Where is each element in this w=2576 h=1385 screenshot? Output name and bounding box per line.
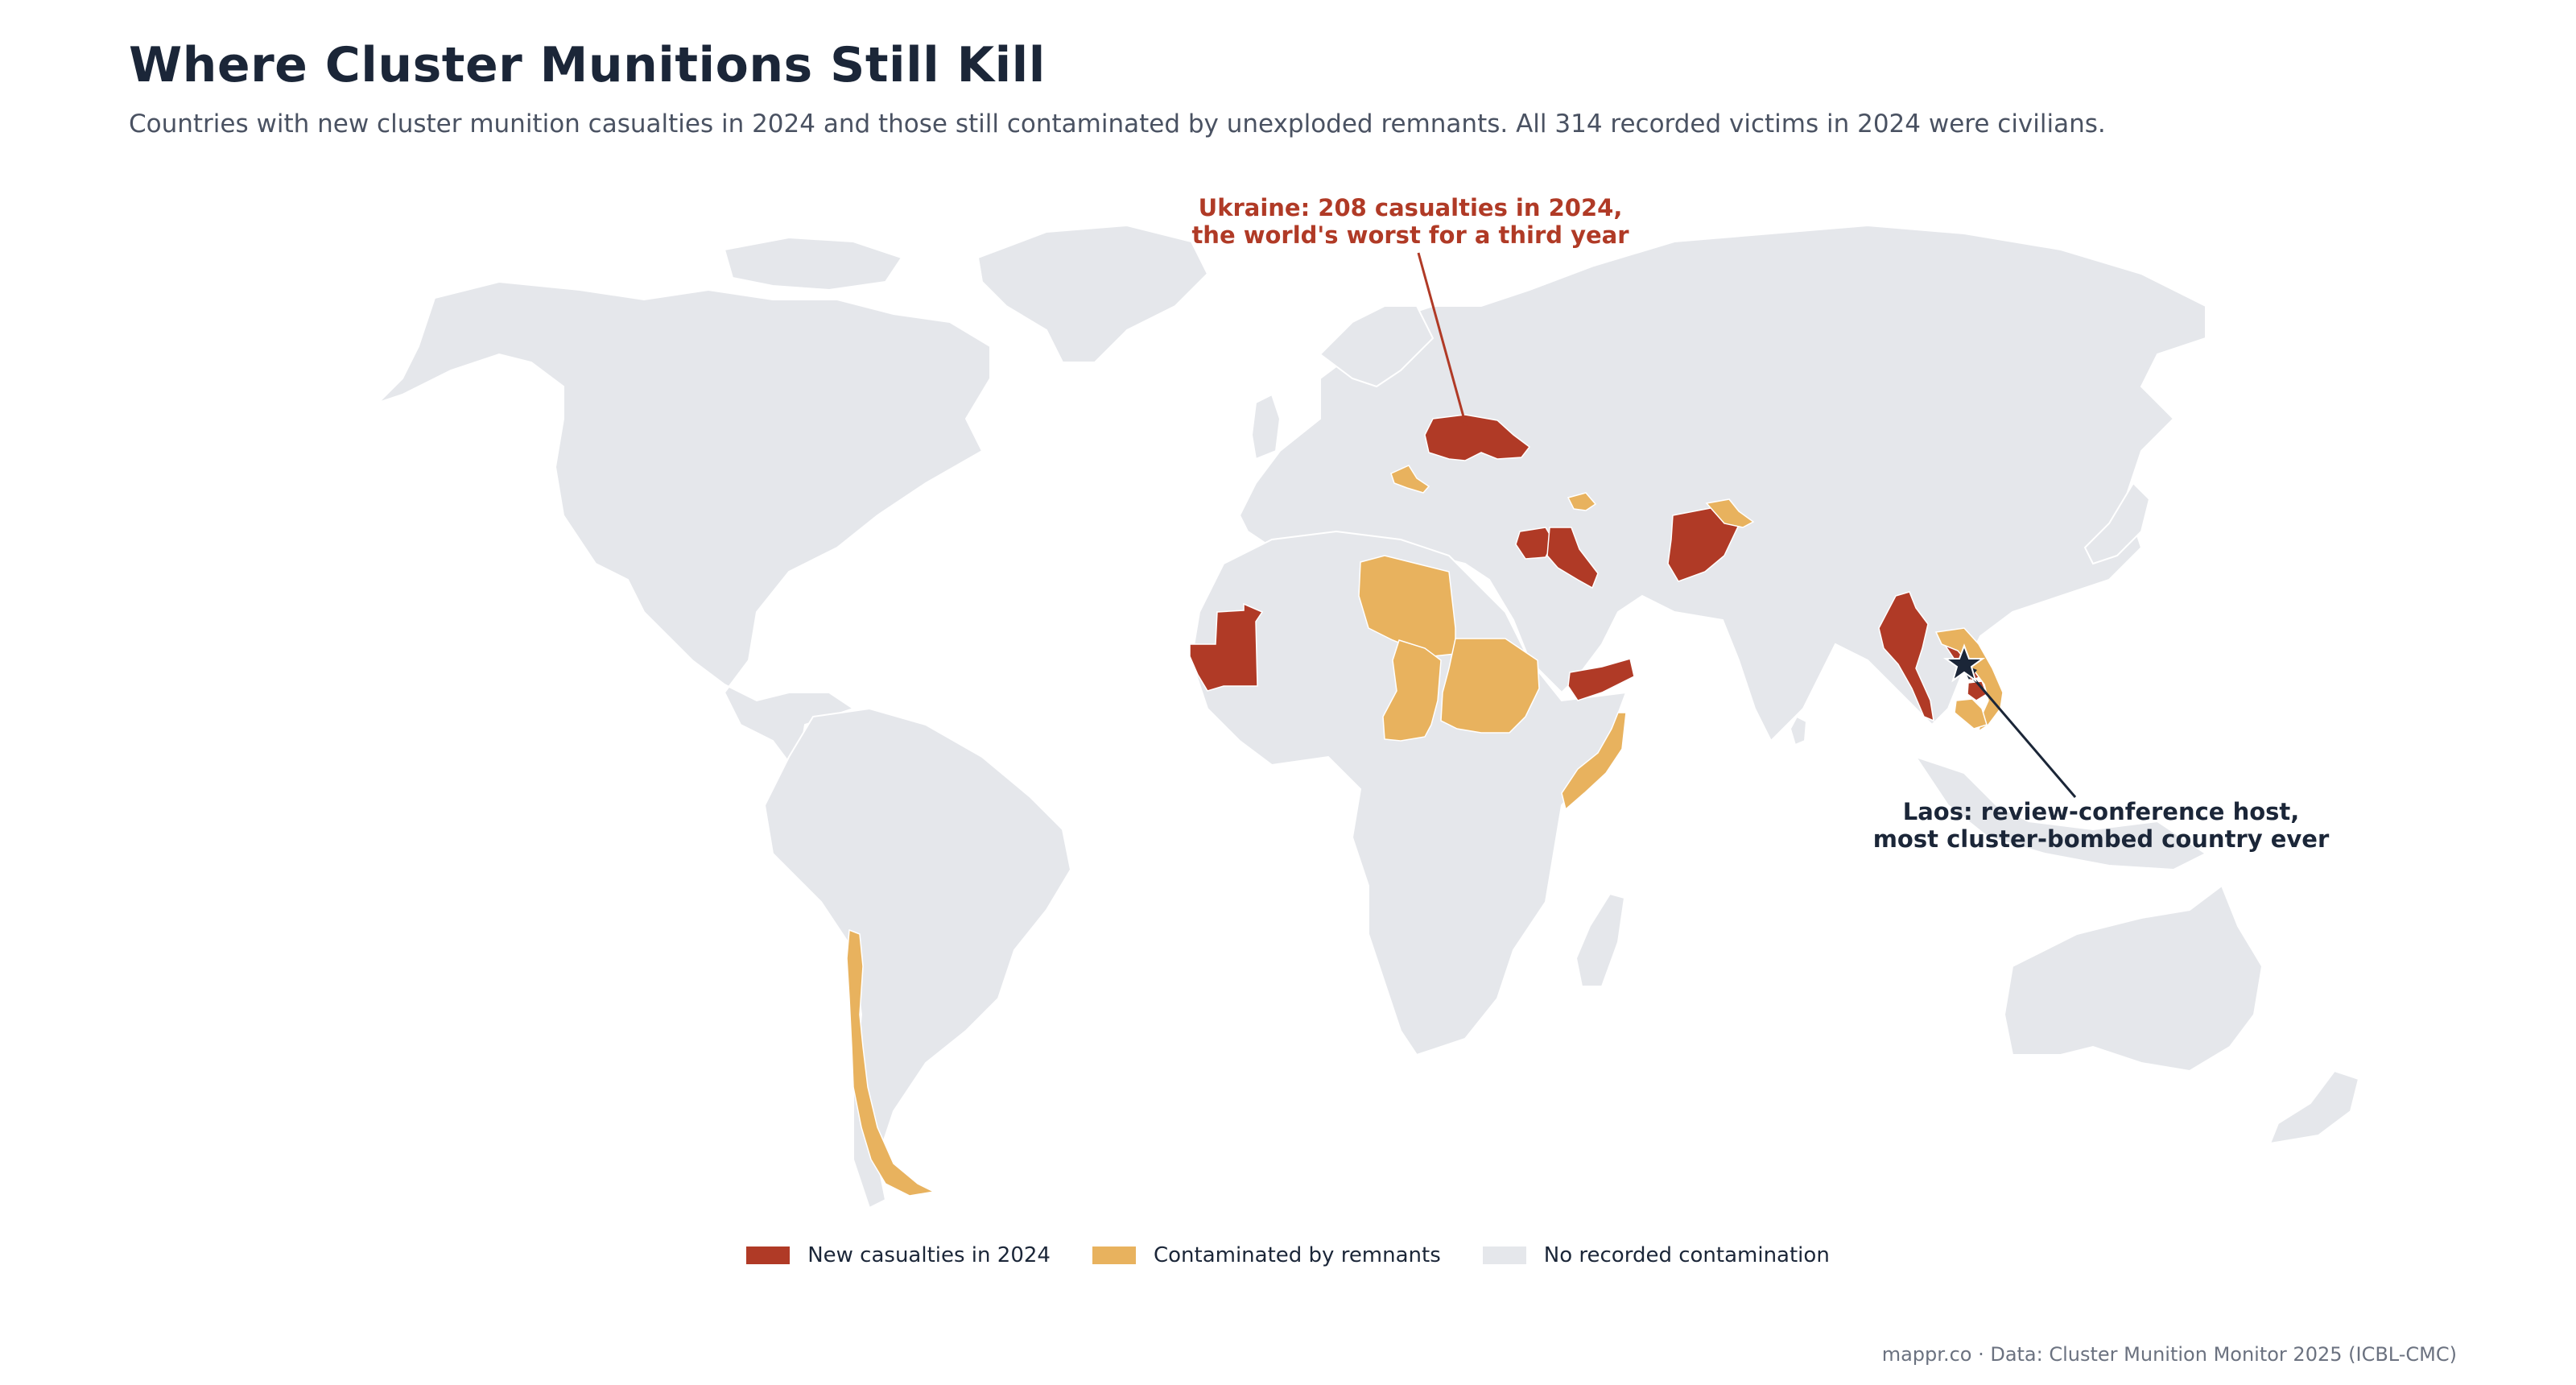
laos-label-line2: most cluster-bombed country ever <box>1873 825 2330 853</box>
source-credit: mappr.co · Data: Cluster Munition Monito… <box>1881 1343 2457 1366</box>
country-cambodia[interactable] <box>1967 680 1988 701</box>
country-serbia-bosnia[interactable] <box>1390 465 1430 494</box>
land-scandinavia <box>1319 305 1435 388</box>
ukraine-annotation: Ukraine: 208 casualties in 2024, the wor… <box>1191 194 1629 429</box>
laos-annotation: Laos: review-conference host, most clust… <box>1873 643 2330 853</box>
country-chad[interactable] <box>1382 639 1442 742</box>
country-iraq[interactable] <box>1546 527 1599 589</box>
country-chile[interactable] <box>846 928 936 1197</box>
country-myanmar[interactable] <box>1878 591 1934 722</box>
land-indonesia <box>1913 755 2207 871</box>
land-sri-lanka <box>1789 715 1808 746</box>
laos-label-line1: Laos: review-conference host, <box>1903 798 2300 825</box>
ukraine-label-line1: Ukraine: 208 casualties in 2024, <box>1199 194 1623 221</box>
country-sudan[interactable] <box>1440 638 1540 734</box>
ukraine-label-line2: the world's worst for a third year <box>1191 221 1629 249</box>
country-azerbaijan[interactable] <box>1567 492 1597 511</box>
country-ukraine[interactable] <box>1424 414 1531 461</box>
laos-leader-line <box>1967 672 2077 798</box>
new-casualty-countries <box>1189 414 1988 722</box>
country-syria[interactable] <box>1515 527 1554 560</box>
ukraine-leader-line <box>1417 252 1468 429</box>
legend-item-no-contamination: No recorded contamination <box>1482 1243 1830 1267</box>
legend-label-new-casualties: New casualties in 2024 <box>807 1243 1051 1267</box>
map-legend: New casualties in 2024 Contaminated by r… <box>0 1243 2576 1267</box>
country-mauritania[interactable] <box>1189 602 1264 692</box>
legend-item-new-casualties: New casualties in 2024 <box>746 1243 1051 1267</box>
map-subtitle: Countries with new cluster munition casu… <box>129 110 2106 138</box>
land-north-america <box>378 280 991 775</box>
legend-label-contaminated: Contaminated by remnants <box>1153 1243 1441 1267</box>
country-somalia[interactable] <box>1561 712 1627 811</box>
country-yemen[interactable] <box>1567 658 1635 701</box>
land-arctic-islands <box>723 236 903 291</box>
star-icon[interactable] <box>1942 643 1986 683</box>
legend-swatch-contaminated <box>1092 1246 1136 1264</box>
land-greenland <box>976 224 1209 363</box>
land-south-america <box>763 707 1072 1209</box>
country-tajikistan[interactable] <box>1705 498 1755 528</box>
land-australia <box>2003 884 2264 1073</box>
country-thailand-border[interactable] <box>1954 698 1988 730</box>
legend-item-contaminated: Contaminated by remnants <box>1092 1243 1441 1267</box>
contaminated-countries <box>846 465 2004 1197</box>
land-japan <box>2083 482 2151 565</box>
legend-swatch-new-casualties <box>746 1246 791 1264</box>
base-land <box>378 224 2360 1209</box>
map-title: Where Cluster Munitions Still Kill <box>129 37 1046 93</box>
land-new-zealand <box>2268 1069 2360 1145</box>
land-uk <box>1250 393 1282 461</box>
legend-label-no-contamination: No recorded contamination <box>1543 1243 1830 1267</box>
land-madagascar <box>1575 892 1626 987</box>
legend-swatch-no-contamination <box>1482 1246 1526 1264</box>
